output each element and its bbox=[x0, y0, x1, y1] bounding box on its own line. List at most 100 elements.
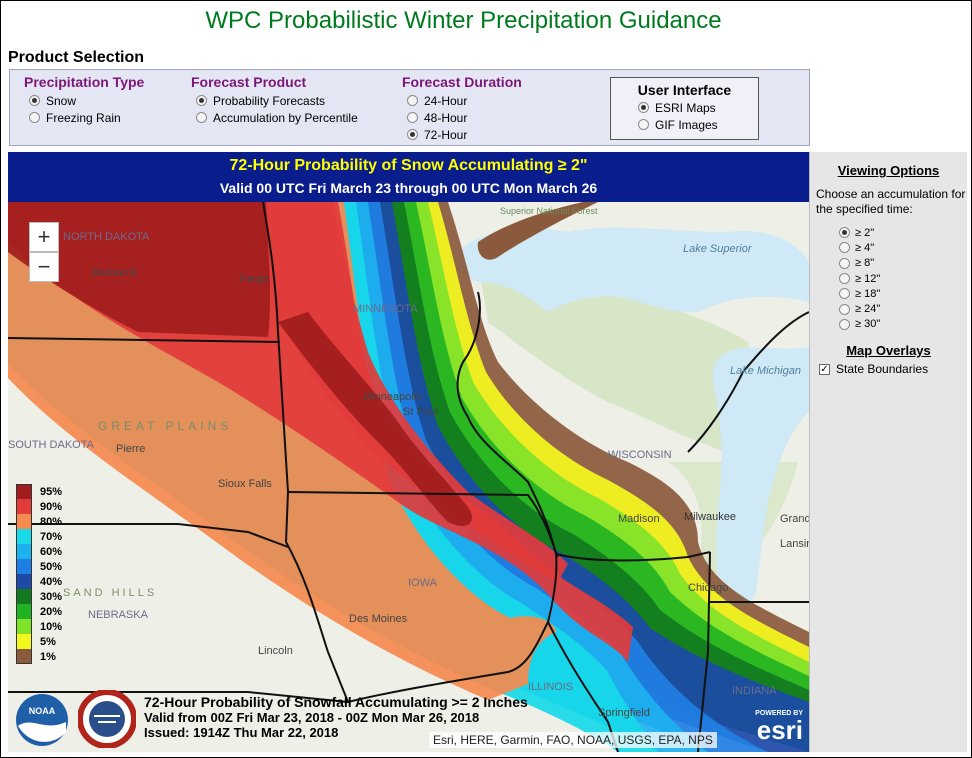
option-label: 24-Hour bbox=[424, 93, 468, 108]
nws-mark bbox=[94, 715, 120, 723]
boundary-mn-dakotas bbox=[262, 202, 290, 543]
map-header: 72-Hour Probability of Snow Accumulating… bbox=[8, 152, 809, 202]
place-label: Des Moines bbox=[349, 613, 408, 625]
page-title: WPC Probabilistic Winter Precipitation G… bbox=[205, 7, 722, 34]
option-snow[interactable]: Snow bbox=[24, 92, 144, 109]
threshold-option[interactable]: ≥ 8" bbox=[810, 256, 967, 271]
esri-logo[interactable]: POWERED BY esri bbox=[739, 710, 803, 746]
option-probability-forecasts[interactable]: Probability Forecasts bbox=[191, 92, 358, 109]
place-label: Madison bbox=[618, 513, 660, 525]
option-label: Probability Forecasts bbox=[213, 93, 326, 108]
option-72-hour[interactable]: 72-Hour bbox=[402, 126, 522, 143]
option-label: ESRI Maps bbox=[655, 100, 716, 115]
radio-icon[interactable] bbox=[407, 112, 418, 123]
map-canvas[interactable]: NORTH DAKOTA Bismarck Fargo MINNESOTA Mi… bbox=[8, 202, 809, 752]
radio-icon[interactable] bbox=[839, 303, 850, 315]
option-48-hour[interactable]: 48-Hour bbox=[402, 109, 522, 126]
legend-row: 40% bbox=[16, 574, 62, 589]
map-panel[interactable]: 72-Hour Probability of Snow Accumulating… bbox=[8, 152, 809, 752]
legend-row: 5% bbox=[16, 634, 62, 649]
probability-band bbox=[278, 312, 472, 527]
option-gif-images[interactable]: GIF Images bbox=[611, 116, 758, 133]
option-label: 72-Hour bbox=[424, 127, 468, 142]
legend-label: 20% bbox=[40, 605, 63, 618]
boundary-wi-il bbox=[555, 551, 711, 562]
place-label: Lake Michigan bbox=[730, 365, 801, 377]
threshold-option[interactable]: ≥ 12" bbox=[810, 271, 967, 286]
legend-row: 1% bbox=[16, 649, 62, 664]
place-label: Grand Rapids bbox=[780, 513, 809, 525]
legend-swatch bbox=[16, 634, 32, 649]
place-label: Sioux Falls bbox=[218, 478, 272, 490]
probability-band bbox=[8, 202, 270, 337]
map-title: 72-Hour Probability of Snow Accumulating… bbox=[229, 157, 588, 174]
threshold-label: ≥ 2" bbox=[855, 226, 875, 239]
radio-icon[interactable] bbox=[839, 242, 850, 254]
legend-row: 10% bbox=[16, 619, 62, 634]
place-label: ILLINOIS bbox=[528, 681, 573, 693]
viewing-options-description: Choose an accumulation for the specified… bbox=[816, 187, 966, 216]
place-label: INDIANA bbox=[732, 685, 777, 697]
esri-powered-text: POWERED BY bbox=[755, 710, 803, 717]
threshold-option[interactable]: ≥ 2" bbox=[810, 225, 967, 240]
radio-icon[interactable] bbox=[839, 288, 850, 300]
legend-swatch bbox=[16, 484, 32, 499]
info-line-2: Valid from 00Z Fri Mar 23, 2018 - 00Z Mo… bbox=[144, 710, 480, 725]
option-label: Snow bbox=[46, 93, 77, 108]
radio-icon[interactable] bbox=[407, 95, 418, 106]
radio-icon[interactable] bbox=[29, 112, 40, 123]
nws-logo bbox=[78, 690, 136, 748]
legend-label: 90% bbox=[40, 500, 63, 513]
radio-icon[interactable] bbox=[407, 129, 418, 140]
boundary-sd-ne bbox=[8, 523, 289, 548]
section-title: Product Selection bbox=[8, 49, 145, 66]
checkbox-icon[interactable]: ✓ bbox=[819, 363, 830, 375]
probability-bands bbox=[8, 202, 809, 752]
radio-icon[interactable] bbox=[839, 227, 850, 239]
viewing-options-title: Viewing Options bbox=[837, 163, 940, 178]
legend-swatch bbox=[16, 544, 32, 559]
radio-icon[interactable] bbox=[196, 112, 207, 123]
radio-icon[interactable] bbox=[196, 95, 207, 106]
legend-swatch bbox=[16, 649, 32, 664]
radio-icon[interactable] bbox=[29, 95, 40, 106]
radio-icon[interactable] bbox=[839, 257, 850, 269]
radio-icon[interactable] bbox=[839, 318, 850, 330]
place-label: GREAT PLAINS bbox=[98, 419, 232, 433]
info-line-1: 72-Hour Probability of Snowfall Accumula… bbox=[144, 694, 528, 710]
threshold-option[interactable]: ≥ 30" bbox=[810, 317, 967, 332]
radio-icon[interactable] bbox=[839, 273, 850, 285]
place-label: MINNESOTA bbox=[353, 303, 418, 315]
zoom-out-button[interactable]: − bbox=[29, 252, 59, 282]
threshold-option[interactable]: ≥ 4" bbox=[810, 240, 967, 255]
threshold-option[interactable]: ≥ 24" bbox=[810, 301, 967, 316]
legend-row: 70% bbox=[16, 529, 62, 544]
nws-center bbox=[89, 701, 125, 737]
state-boundaries bbox=[8, 202, 809, 752]
place-label: SAND HILLS bbox=[63, 587, 157, 599]
boundary-ne-ks bbox=[8, 691, 349, 703]
option-24-hour[interactable]: 24-Hour bbox=[402, 92, 522, 109]
legend-row: 20% bbox=[16, 604, 62, 619]
overlay-state-boundaries[interactable]: ✓ State Boundaries bbox=[810, 362, 967, 376]
place-label: NORTH DAKOTA bbox=[63, 231, 150, 243]
threshold-label: ≥ 30" bbox=[855, 318, 881, 331]
radio-icon[interactable] bbox=[638, 119, 649, 130]
boundary-wi-mi bbox=[687, 311, 809, 453]
legend-swatch bbox=[16, 559, 32, 574]
option-accumulation-percentile[interactable]: Accumulation by Percentile bbox=[191, 109, 358, 126]
precipitation-type-heading: Precipitation Type bbox=[24, 74, 145, 90]
option-esri-maps[interactable]: ESRI Maps bbox=[611, 99, 758, 116]
legend-label: 1% bbox=[40, 650, 56, 663]
legend-swatch bbox=[16, 604, 32, 619]
radio-icon[interactable] bbox=[638, 102, 649, 113]
noaa-text: NOAA bbox=[29, 706, 56, 716]
option-freezing-rain[interactable]: Freezing Rain bbox=[24, 109, 144, 126]
legend-label: 95% bbox=[40, 485, 63, 498]
map-valid-time: Valid 00 UTC Fri March 23 through 00 UTC… bbox=[219, 180, 598, 196]
probability-band bbox=[477, 202, 598, 260]
zoom-in-button[interactable]: + bbox=[29, 222, 59, 252]
threshold-option[interactable]: ≥ 18" bbox=[810, 286, 967, 301]
map-legend: 95% 90% 80% 70% 60% 50% 40% 30% 20% 10% 5% 1% bbox=[16, 484, 62, 664]
user-interface-group: User Interface ESRI Maps GIF Images bbox=[610, 77, 759, 140]
